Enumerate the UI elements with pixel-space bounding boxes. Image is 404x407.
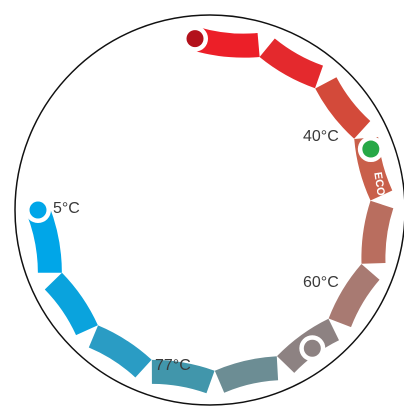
eco-label: ECO — [371, 171, 387, 197]
setpoint-40-marker[interactable] — [299, 335, 326, 362]
eco-badge: ECO — [371, 171, 387, 197]
temperature-arc — [26, 27, 394, 394]
temperature-markers — [25, 25, 384, 362]
arc-segment — [315, 77, 371, 139]
arc-segment — [151, 359, 215, 394]
max-temp-marker[interactable] — [182, 25, 209, 52]
marker-dot — [303, 339, 321, 357]
min-temp-label: 5°C — [53, 200, 80, 217]
dial-outline — [14, 14, 404, 406]
max-temp-label: 77°C — [155, 357, 191, 374]
arc-segment — [328, 263, 380, 328]
arc-segment — [259, 38, 324, 89]
marker-dot — [29, 201, 47, 219]
arc-segment — [361, 200, 394, 264]
eco-setpoint-60-marker[interactable] — [357, 136, 384, 163]
arc-segment — [44, 272, 98, 336]
marker-dot — [186, 30, 204, 48]
arc-segment — [88, 325, 152, 378]
marker-dot — [362, 140, 380, 158]
eco-setpoint-60-label: 60°C — [303, 274, 339, 291]
setpoint-40-label: 40°C — [303, 128, 339, 145]
min-temp-marker[interactable] — [25, 197, 51, 223]
arc-segment — [214, 356, 279, 393]
